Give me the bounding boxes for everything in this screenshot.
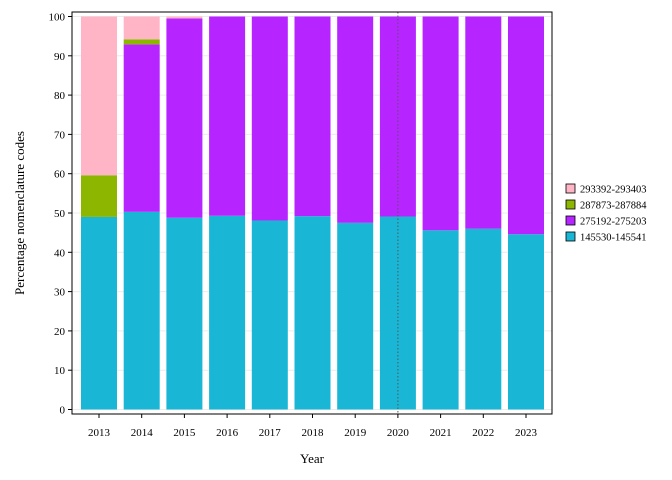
- bar-segment: [123, 211, 160, 410]
- legend-swatch: [565, 199, 576, 210]
- y-tick-label: 0: [60, 405, 66, 417]
- y-tick-label: 40: [54, 247, 66, 259]
- x-tick-label: 2014: [131, 427, 154, 439]
- y-tick-label: 50: [54, 208, 66, 220]
- legend-label: 287873-287884: [580, 201, 647, 212]
- y-tick-label: 20: [54, 326, 66, 338]
- bar-segment: [81, 216, 117, 410]
- bars: [81, 16, 544, 410]
- legend: 293392-293403 287873-287884 275192-275203 1…: [565, 183, 647, 244]
- bar-segment: [209, 215, 246, 410]
- bar-segment: [123, 16, 160, 40]
- bar-segment: [251, 220, 288, 410]
- bar-segment: [294, 216, 331, 410]
- bar-segment: [123, 39, 160, 45]
- x-tick-label: 2015: [173, 427, 196, 439]
- bar-segment: [465, 228, 502, 410]
- y-tick-label: 100: [49, 12, 66, 24]
- bar-segment: [166, 18, 203, 218]
- y-tick-label: 70: [54, 129, 66, 141]
- legend-swatch: [565, 215, 576, 226]
- bar-segment: [251, 16, 288, 221]
- x-tick-label: 2023: [515, 427, 538, 439]
- legend-label: 275192-275203: [580, 217, 647, 228]
- x-tick-label: 2019: [344, 427, 367, 439]
- bar-segment: [379, 16, 416, 217]
- legend-swatch: [565, 231, 576, 242]
- bar-segment: [209, 16, 246, 216]
- bar-segment: [465, 16, 502, 229]
- x-axis: 2013 2014 2015 2016 2017 2018 2019 2020 2021 2022…: [88, 414, 538, 439]
- bar-segment: [166, 16, 203, 19]
- x-tick-label: 2021: [430, 427, 452, 439]
- y-tick-label: 30: [54, 287, 66, 299]
- bar-segment: [508, 16, 544, 235]
- x-tick-label: 2013: [88, 427, 111, 439]
- bar-segment: [81, 175, 117, 217]
- x-tick-label: 2020: [387, 427, 410, 439]
- legend-swatch: [565, 183, 576, 194]
- y-tick-label: 60: [54, 169, 66, 181]
- bar-segment: [166, 217, 203, 410]
- bar-segment: [508, 234, 544, 410]
- legend-label: 293392-293403: [580, 185, 647, 196]
- legend-label: 145530-145541: [580, 233, 647, 244]
- bar-segment: [422, 230, 459, 410]
- bar-segment: [294, 16, 331, 217]
- y-tick-label: 80: [54, 90, 66, 102]
- bar-segment: [337, 16, 374, 223]
- bar-segment: [337, 222, 374, 410]
- y-axis: 0 10 20 30 40 50 60 70 80 90 100: [49, 12, 72, 417]
- x-tick-label: 2016: [216, 427, 239, 439]
- x-tick-label: 2022: [472, 427, 494, 439]
- y-tick-label: 10: [54, 365, 66, 377]
- x-tick-label: 2018: [302, 427, 325, 439]
- y-tick-label: 90: [54, 51, 66, 63]
- bar-segment: [123, 44, 160, 212]
- x-axis-title: Year: [300, 451, 325, 466]
- y-axis-title: Percentage nomenclature codes: [12, 131, 27, 295]
- x-tick-label: 2017: [259, 427, 282, 439]
- bar-segment: [81, 16, 117, 176]
- bar-segment: [422, 16, 459, 231]
